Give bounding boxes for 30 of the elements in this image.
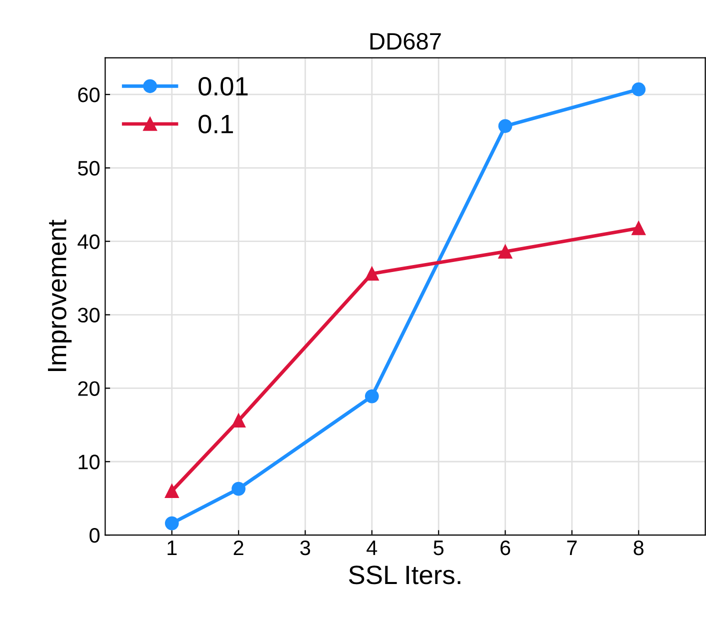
x-tick-label: 8 bbox=[634, 540, 644, 556]
y-tick-label: 30 bbox=[78, 308, 100, 323]
point bbox=[364, 266, 379, 281]
point bbox=[164, 484, 179, 498]
y-tick-label: 0 bbox=[90, 528, 100, 543]
x-tick-label: 7 bbox=[567, 540, 577, 556]
point bbox=[632, 221, 646, 236]
x-tick-label: 2 bbox=[234, 540, 244, 556]
x-tick-label: 1 bbox=[168, 540, 177, 556]
point bbox=[364, 389, 379, 404]
x-axis-title: SSL Iters. bbox=[349, 566, 460, 584]
point bbox=[498, 244, 512, 259]
point bbox=[164, 516, 179, 530]
y-tick-label: 10 bbox=[78, 454, 100, 470]
x-tick-label: 6 bbox=[500, 540, 510, 556]
y-tick-label: 50 bbox=[78, 160, 100, 176]
y-tick-label: 40 bbox=[78, 234, 100, 250]
x-tick-label: 4 bbox=[366, 540, 378, 556]
point bbox=[498, 119, 512, 134]
x-tick-label: 3 bbox=[300, 540, 310, 556]
y-tick-label: 60 bbox=[78, 87, 100, 102]
legend-label: 0.01 bbox=[198, 76, 248, 96]
y-axis-title: Improvement bbox=[48, 220, 72, 371]
point bbox=[232, 414, 246, 428]
y-tick-label: 20 bbox=[78, 381, 100, 396]
point bbox=[232, 482, 246, 496]
x-tick-label: 5 bbox=[434, 540, 444, 556]
chart-title: DD687 bbox=[370, 32, 441, 50]
legend-label: 0.1 bbox=[198, 114, 233, 134]
point bbox=[632, 82, 646, 96]
